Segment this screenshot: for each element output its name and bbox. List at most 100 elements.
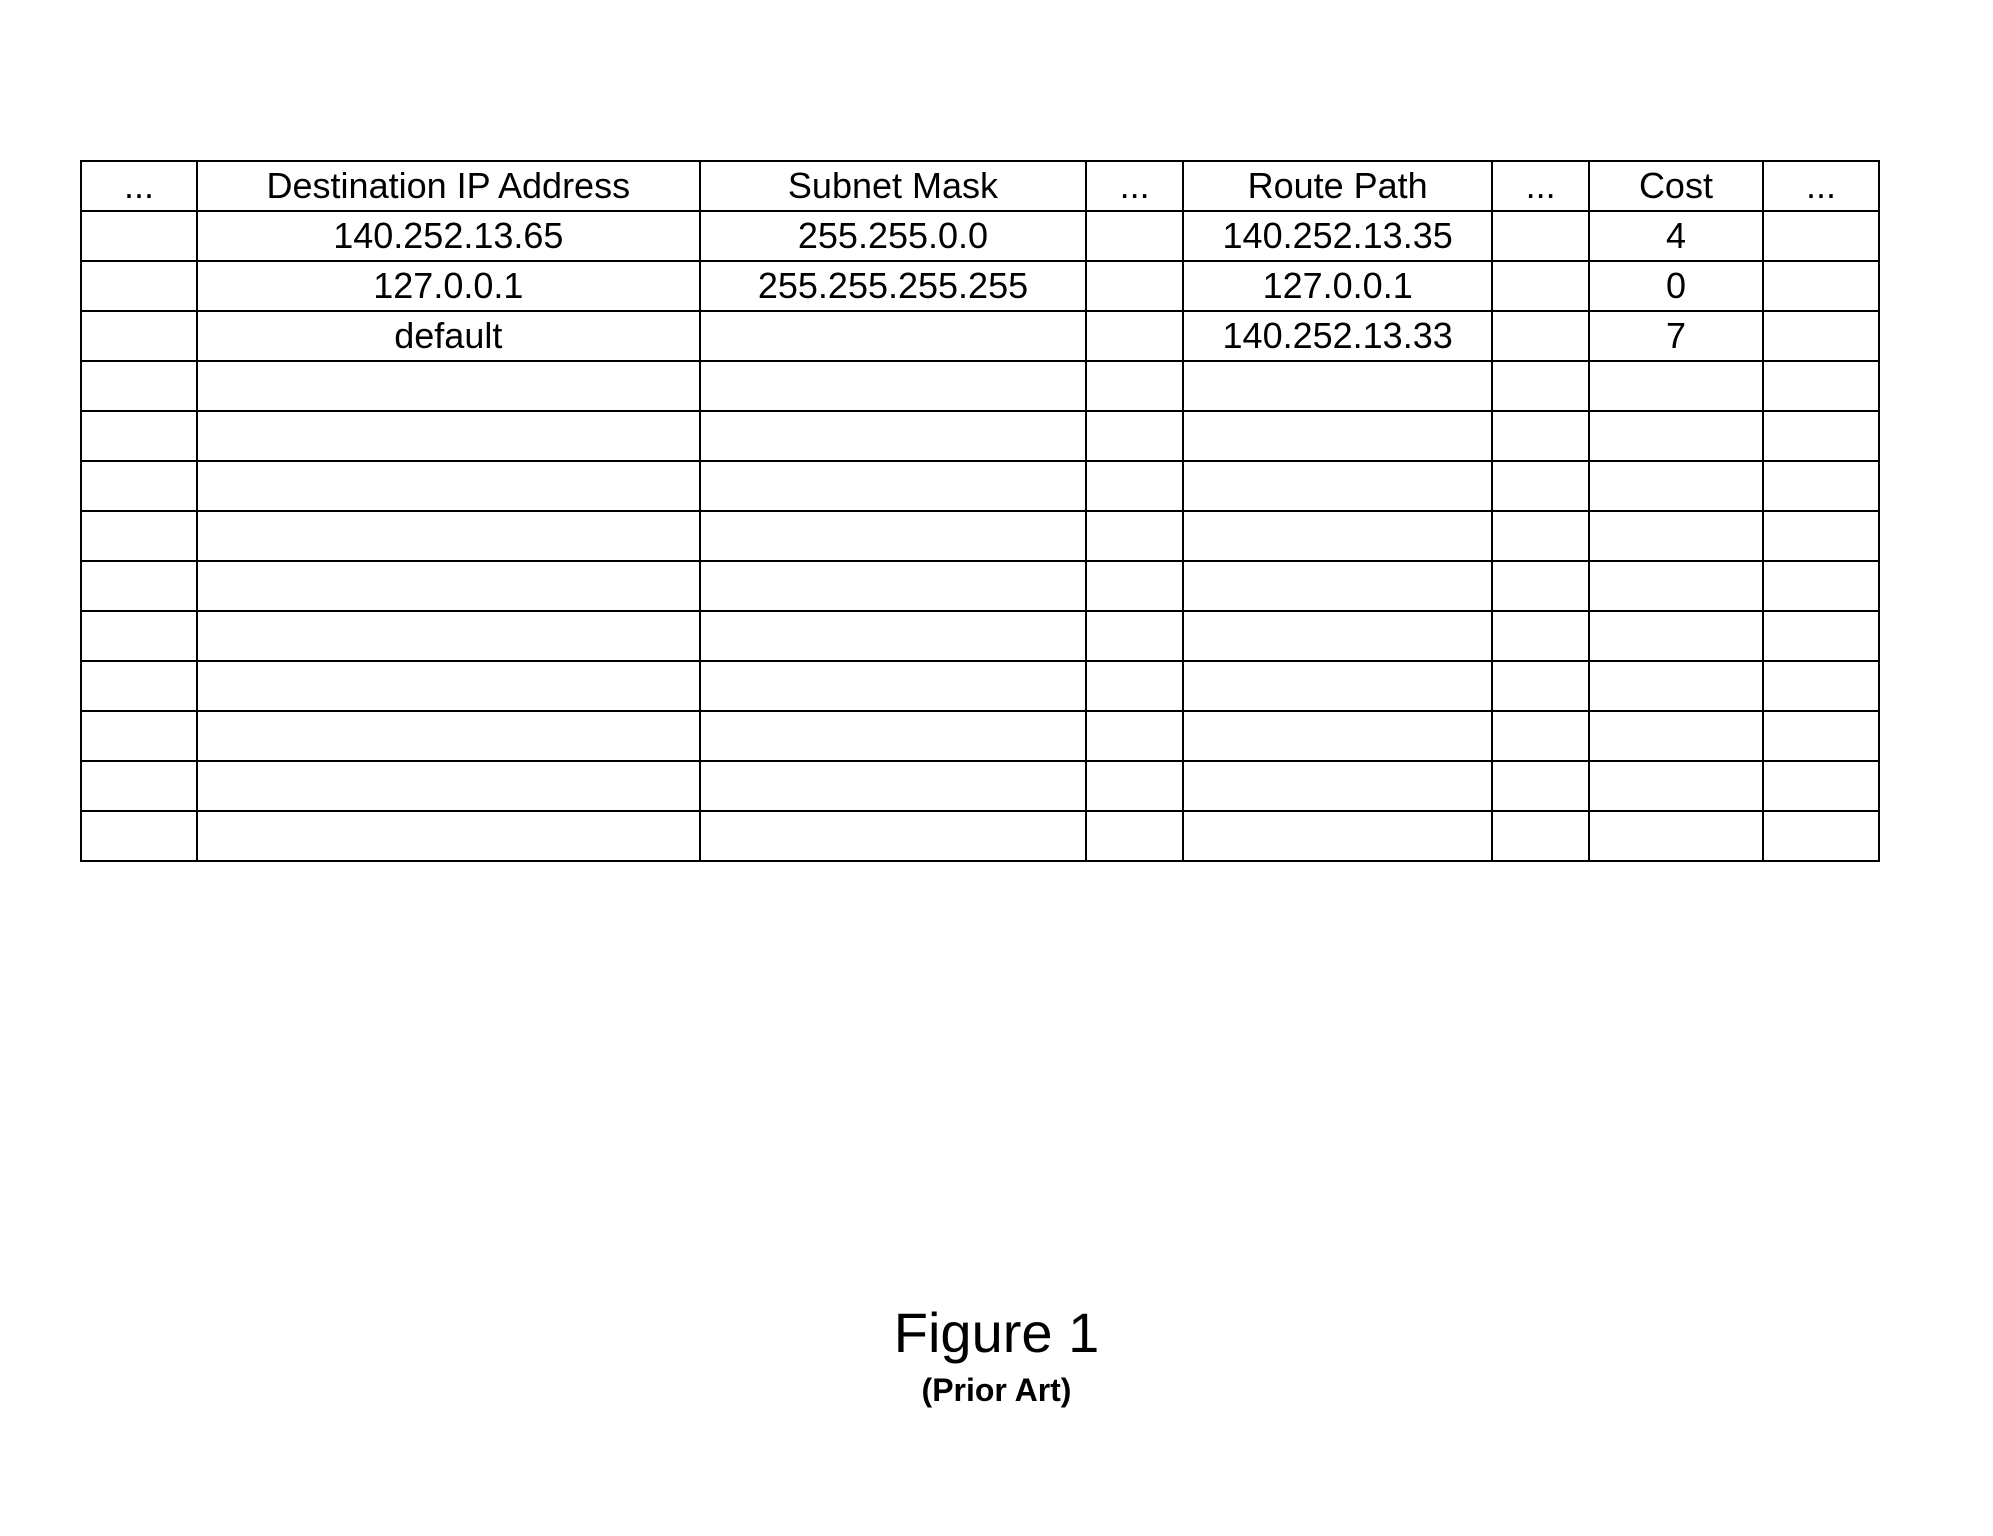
cell-pad_a bbox=[81, 611, 197, 661]
cell-subnet bbox=[700, 761, 1087, 811]
cell-pad_d bbox=[1763, 411, 1879, 461]
cell-route: 127.0.0.1 bbox=[1183, 261, 1492, 311]
table-row bbox=[81, 461, 1879, 511]
cell-route bbox=[1183, 511, 1492, 561]
cell-dest_ip bbox=[197, 561, 700, 611]
cell-cost bbox=[1589, 411, 1763, 461]
routing-table-body: 140.252.13.65255.255.0.0 140.252.13.35 4 12… bbox=[81, 211, 1879, 861]
cell-pad_a bbox=[81, 511, 197, 561]
table-row: 140.252.13.65255.255.0.0 140.252.13.35 4 bbox=[81, 211, 1879, 261]
header-route: Route Path bbox=[1183, 161, 1492, 211]
cell-pad_c bbox=[1492, 361, 1589, 411]
cell-pad_d bbox=[1763, 711, 1879, 761]
cell-subnet bbox=[700, 661, 1087, 711]
cell-subnet bbox=[700, 461, 1087, 511]
table-row bbox=[81, 561, 1879, 611]
table-row bbox=[81, 511, 1879, 561]
cell-pad_c bbox=[1492, 211, 1589, 261]
cell-pad_c bbox=[1492, 761, 1589, 811]
cell-route: 140.252.13.33 bbox=[1183, 311, 1492, 361]
header-subnet: Subnet Mask bbox=[700, 161, 1087, 211]
routing-table-head: ... Destination IP Address Subnet Mask .… bbox=[81, 161, 1879, 211]
cell-pad_a bbox=[81, 461, 197, 511]
cell-cost bbox=[1589, 761, 1763, 811]
cell-pad_c bbox=[1492, 411, 1589, 461]
cell-dest_ip: 140.252.13.65 bbox=[197, 211, 700, 261]
cell-subnet: 255.255.0.0 bbox=[700, 211, 1087, 261]
cell-cost: 4 bbox=[1589, 211, 1763, 261]
cell-subnet bbox=[700, 611, 1087, 661]
cell-pad_d bbox=[1763, 261, 1879, 311]
cell-pad_b bbox=[1086, 511, 1183, 561]
table-row: default140.252.13.337 bbox=[81, 311, 1879, 361]
cell-pad_a bbox=[81, 761, 197, 811]
cell-pad_b bbox=[1086, 711, 1183, 761]
cell-dest_ip bbox=[197, 361, 700, 411]
table-row bbox=[81, 761, 1879, 811]
table-row bbox=[81, 361, 1879, 411]
table-row bbox=[81, 611, 1879, 661]
figure-caption-subtitle: (Prior Art) bbox=[0, 1372, 1993, 1409]
cell-route bbox=[1183, 661, 1492, 711]
cell-pad_c bbox=[1492, 561, 1589, 611]
cell-route bbox=[1183, 361, 1492, 411]
cell-pad_a bbox=[81, 711, 197, 761]
cell-pad_b bbox=[1086, 311, 1183, 361]
cell-route bbox=[1183, 561, 1492, 611]
cell-cost: 0 bbox=[1589, 261, 1763, 311]
cell-subnet bbox=[700, 361, 1087, 411]
cell-dest_ip bbox=[197, 611, 700, 661]
cell-subnet bbox=[700, 811, 1087, 861]
cell-pad_c bbox=[1492, 311, 1589, 361]
cell-route: 140.252.13.35 bbox=[1183, 211, 1492, 261]
cell-dest_ip bbox=[197, 461, 700, 511]
cell-pad_d bbox=[1763, 811, 1879, 861]
cell-pad_a bbox=[81, 561, 197, 611]
header-dest-ip: Destination IP Address bbox=[197, 161, 700, 211]
cell-subnet bbox=[700, 711, 1087, 761]
cell-route bbox=[1183, 461, 1492, 511]
cell-route bbox=[1183, 711, 1492, 761]
cell-pad_b bbox=[1086, 211, 1183, 261]
cell-pad_c bbox=[1492, 461, 1589, 511]
cell-dest_ip bbox=[197, 761, 700, 811]
cell-subnet bbox=[700, 411, 1087, 461]
cell-dest_ip: 127.0.0.1 bbox=[197, 261, 700, 311]
cell-pad_b bbox=[1086, 461, 1183, 511]
cell-pad_b bbox=[1086, 261, 1183, 311]
cell-pad_c bbox=[1492, 611, 1589, 661]
cell-route bbox=[1183, 611, 1492, 661]
cell-pad_c bbox=[1492, 811, 1589, 861]
table-row: 127.0.0.1255.255.255.255127.0.0.10 bbox=[81, 261, 1879, 311]
cell-route bbox=[1183, 761, 1492, 811]
table-row bbox=[81, 811, 1879, 861]
cell-pad_d bbox=[1763, 561, 1879, 611]
table-row bbox=[81, 411, 1879, 461]
cell-cost bbox=[1589, 561, 1763, 611]
cell-pad_c bbox=[1492, 661, 1589, 711]
cell-pad_b bbox=[1086, 361, 1183, 411]
page: ... Destination IP Address Subnet Mask .… bbox=[0, 0, 1993, 1536]
cell-cost bbox=[1589, 661, 1763, 711]
cell-pad_a bbox=[81, 411, 197, 461]
cell-pad_a bbox=[81, 211, 197, 261]
cell-pad_a bbox=[81, 811, 197, 861]
cell-dest_ip bbox=[197, 661, 700, 711]
cell-cost bbox=[1589, 361, 1763, 411]
cell-pad_a bbox=[81, 311, 197, 361]
cell-dest_ip: default bbox=[197, 311, 700, 361]
cell-pad_d bbox=[1763, 511, 1879, 561]
header-cost: Cost bbox=[1589, 161, 1763, 211]
cell-pad_d bbox=[1763, 611, 1879, 661]
cell-dest_ip bbox=[197, 711, 700, 761]
cell-cost bbox=[1589, 611, 1763, 661]
cell-subnet bbox=[700, 561, 1087, 611]
cell-pad_b bbox=[1086, 661, 1183, 711]
cell-cost bbox=[1589, 811, 1763, 861]
header-pad-b: ... bbox=[1086, 161, 1183, 211]
cell-route bbox=[1183, 811, 1492, 861]
cell-pad_c bbox=[1492, 511, 1589, 561]
cell-pad_b bbox=[1086, 761, 1183, 811]
table-row bbox=[81, 711, 1879, 761]
cell-pad_d bbox=[1763, 211, 1879, 261]
